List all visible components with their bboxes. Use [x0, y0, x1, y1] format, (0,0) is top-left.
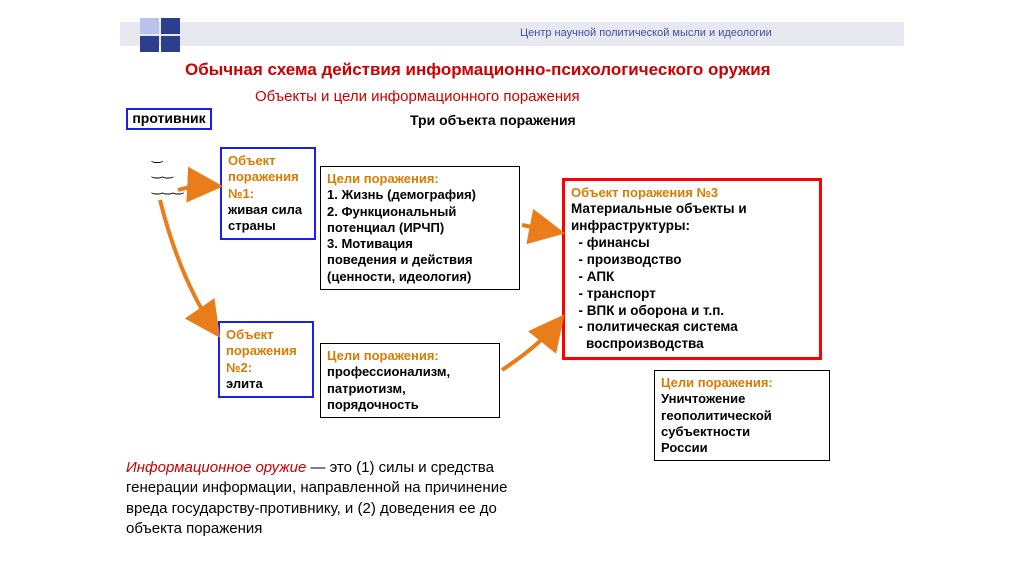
goals-3-head: Цели поражения:: [661, 375, 823, 391]
tri-objects-label: Три объекта поражения: [410, 112, 576, 128]
object-2-body: элита: [226, 376, 306, 392]
enemy-box: противник: [126, 108, 212, 130]
goals-2-head: Цели поражения:: [327, 348, 493, 364]
object-3-body: Материальные объекты и инфраструктуры: -…: [571, 201, 813, 353]
definition-lead: Информационное оружие: [126, 459, 306, 476]
goals-1-box: Цели поражения: 1. Жизнь (демография) 2.…: [320, 166, 520, 290]
object-2-head: Объект поражения №2:: [226, 327, 306, 376]
header-bar: [120, 22, 904, 46]
object-1-body: живая сила страны: [228, 202, 308, 235]
goals-1-lines: 1. Жизнь (демография) 2. Функциональный …: [327, 187, 513, 285]
definition-text: Информационное оружие — это (1) силы и с…: [126, 458, 546, 539]
object-1-head: Объект поражения №1:: [228, 153, 308, 202]
goals-3-box: Цели поражения: Уничтожение геополитичес…: [654, 370, 830, 461]
header-logo: [140, 18, 180, 52]
goals-2-box: Цели поражения: профессионализм, патриот…: [320, 343, 500, 418]
subtitle: Объекты и цели информационного поражения: [255, 88, 580, 105]
object-2-box: Объект поражения №2: элита: [218, 321, 314, 398]
goals-3-lines: Уничтожение геополитической субъектности…: [661, 391, 823, 456]
object-1-box: Объект поражения №1: живая сила страны: [220, 147, 316, 240]
main-title: Обычная схема действия информационно-пси…: [185, 60, 771, 80]
goals-2-lines: профессионализм, патриотизм, порядочност…: [327, 364, 493, 413]
object-3-box: Объект поражения №3 Материальные объекты…: [562, 178, 822, 360]
enemy-label: противник: [132, 110, 205, 128]
header-org: Центр научной политической мысли и идеол…: [520, 27, 772, 39]
broadcast-waves-icon: ⌣⌣⌣⌣⌣⌣: [150, 154, 181, 201]
object-3-head: Объект поражения №3: [571, 185, 813, 201]
goals-1-head: Цели поражения:: [327, 171, 513, 187]
